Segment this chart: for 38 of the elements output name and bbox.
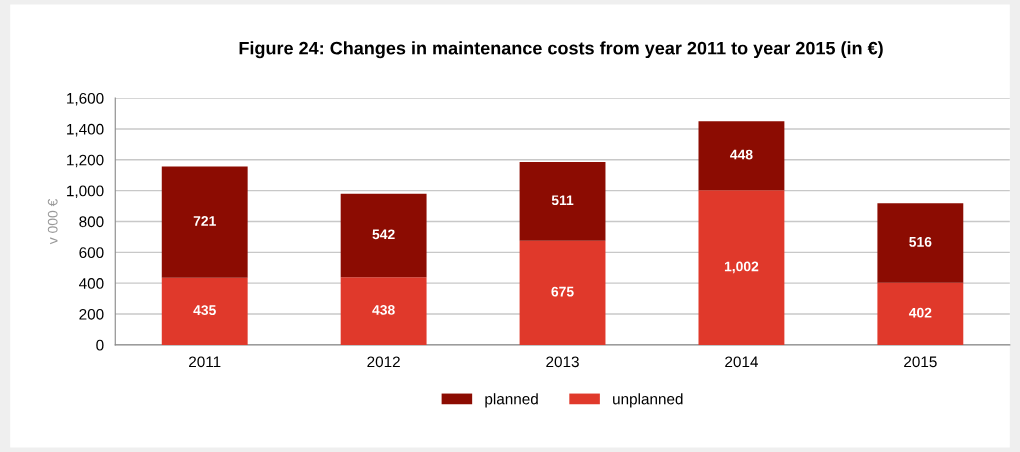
- data-label: 1,002: [724, 261, 759, 274]
- x-tick-label: 2012: [367, 356, 400, 368]
- y-tick-label: 0: [96, 339, 104, 351]
- data-label: 516: [909, 236, 932, 247]
- bar: [698, 121, 785, 191]
- bar: [340, 277, 427, 345]
- bar: [519, 240, 606, 345]
- legend-label: unplanned: [613, 393, 683, 408]
- x-tick-label: 2011: [189, 356, 221, 368]
- y-tick-label: 1,600: [67, 92, 104, 106]
- data-label: 438: [372, 304, 395, 315]
- y-tick-label: 1,000: [67, 185, 104, 199]
- x-tick-label: 2015: [904, 356, 937, 368]
- y-tick-label: 1,200: [67, 154, 104, 168]
- bar: [698, 190, 785, 345]
- y-tick-label: 400: [79, 278, 104, 289]
- x-tick-label: 2013: [546, 356, 579, 368]
- bar: [877, 282, 964, 345]
- x-tick-label: 2014: [725, 356, 758, 368]
- data-label: 542: [372, 229, 395, 240]
- bar: [161, 166, 248, 278]
- y-tick-label: 600: [79, 247, 104, 259]
- data-label: 675: [551, 286, 574, 297]
- chart-title: Figure 24: Changes in maintenance costs from year 2011 to year 2015 (in €): [239, 41, 883, 59]
- bar: [161, 277, 248, 345]
- y-tick-label: 200: [79, 308, 104, 320]
- y-axis-title: v 000 €: [47, 198, 58, 245]
- bar: [519, 161, 606, 241]
- data-label: 511: [551, 195, 574, 206]
- bar: [877, 203, 964, 283]
- data-label: 402: [908, 307, 932, 318]
- legend-label: planned: [485, 393, 538, 408]
- y-tick-label: 1,400: [67, 123, 104, 137]
- data-label: 435: [193, 305, 216, 316]
- y-tick-label: 800: [79, 216, 104, 228]
- data-label: 448: [730, 149, 753, 160]
- bar: [340, 193, 427, 278]
- data-label: 721: [193, 216, 216, 226]
